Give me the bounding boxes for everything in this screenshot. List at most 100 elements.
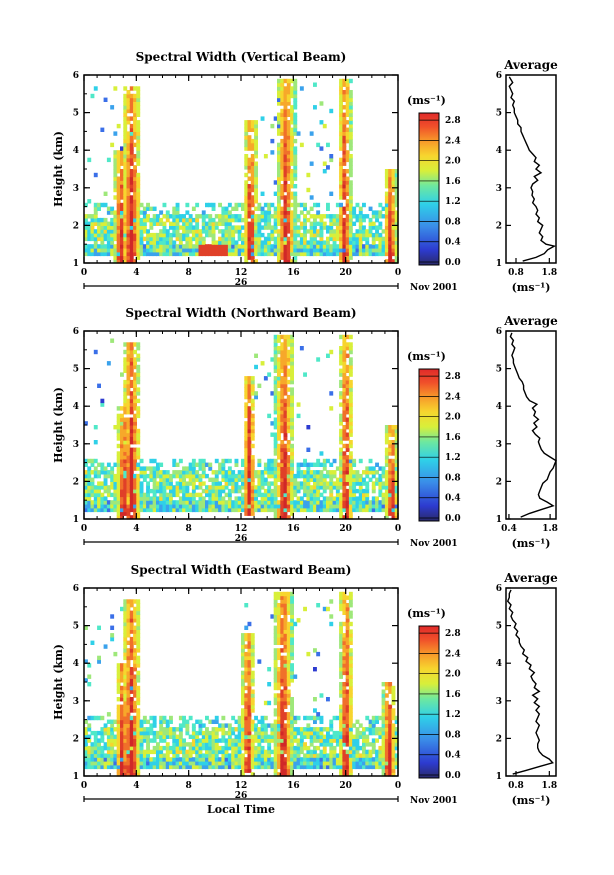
heatmap-cell — [309, 462, 314, 467]
heatmap-cell — [241, 708, 245, 713]
heatmap-cell — [120, 742, 124, 747]
heatmap-cell — [182, 470, 186, 475]
heatmap-cell — [241, 462, 245, 467]
heatmap-cell — [286, 417, 291, 422]
heatmap-cell — [146, 492, 150, 498]
heatmap-cell — [231, 240, 236, 245]
heatmap-cell — [384, 496, 389, 501]
heatmap-cell — [250, 470, 255, 475]
heatmap-cell — [172, 745, 177, 751]
heatmap-cell — [342, 146, 347, 151]
heatmap-cell — [352, 485, 357, 490]
heatmap-cell — [273, 406, 278, 411]
heatmap-cell — [280, 447, 285, 452]
heatmap-cell — [391, 477, 396, 482]
heatmap-cell — [283, 101, 288, 106]
heatmap-cell — [185, 236, 190, 242]
heatmap-cell — [280, 146, 285, 151]
heatmap-cell — [283, 507, 288, 513]
heatmap-cell — [384, 248, 389, 253]
heatmap-cell — [191, 738, 196, 743]
heatmap-cell — [165, 745, 170, 751]
heatmap-cell — [283, 462, 288, 467]
heatmap-cell — [221, 496, 226, 501]
heatmap-cell — [182, 492, 186, 498]
heatmap-cell — [146, 240, 150, 245]
heatmap-cell — [172, 485, 177, 490]
heatmap-cell — [97, 625, 101, 630]
heatmap-cell — [293, 214, 298, 219]
heatmap-cell — [198, 496, 203, 501]
heatmap-cell — [277, 428, 281, 434]
heatmap-cell — [394, 485, 399, 490]
heatmap-cell — [162, 734, 167, 739]
heatmap-cell — [97, 232, 101, 238]
heatmap-cell — [136, 719, 141, 724]
heatmap-cell — [283, 421, 288, 426]
heatmap-cell — [303, 251, 307, 257]
heatmap-cell — [218, 485, 222, 490]
heatmap-cell — [110, 719, 115, 724]
heatmap-cell — [195, 738, 200, 743]
heatmap-cell — [244, 636, 249, 642]
heatmap-cell — [221, 730, 226, 736]
heatmap-cell — [362, 470, 366, 475]
heatmap-cell — [368, 504, 373, 509]
heatmap-cell — [116, 150, 121, 155]
heatmap-cell — [260, 232, 265, 238]
heatmap-cell — [201, 458, 206, 464]
heatmap-cell — [126, 606, 131, 612]
heatmap-cell — [136, 236, 141, 242]
heatmap-cell — [309, 206, 314, 211]
heatmap-cell — [362, 232, 366, 238]
heatmap-cell — [267, 723, 272, 728]
heatmap-cell — [326, 470, 330, 475]
heatmap-cell — [296, 730, 301, 736]
heatmap-cell — [123, 161, 128, 166]
heatmap-cell — [172, 244, 177, 249]
heatmap-cell — [250, 462, 255, 467]
heatmap-cell — [277, 723, 281, 728]
heatmap-cell — [106, 745, 111, 751]
heatmap-cell — [296, 462, 301, 467]
heatmap-cell — [90, 462, 95, 467]
heatmap-cell — [277, 685, 281, 691]
heatmap-cell — [342, 462, 347, 467]
heatmap-cell — [273, 504, 278, 509]
heatmap-cell — [234, 496, 239, 501]
heatmap-cell — [110, 745, 115, 751]
heatmap-cell — [280, 757, 285, 762]
heatmap-cell — [388, 462, 393, 467]
heatmap-cell — [178, 730, 183, 736]
heatmap-cell — [120, 236, 124, 242]
heatmap-cell — [286, 723, 291, 728]
heatmap-cell — [103, 202, 108, 208]
heatmap-cell — [182, 251, 186, 257]
heatmap-cell — [348, 187, 353, 193]
heatmap-cell — [254, 470, 258, 475]
heatmap-cell — [355, 248, 360, 253]
heatmap-cell — [182, 477, 186, 482]
heatmap-cell — [123, 640, 128, 645]
heatmap-cell — [142, 470, 147, 475]
heatmap-cell — [342, 135, 347, 140]
x-tick-label: 0 — [395, 524, 401, 534]
heatmap-cell — [254, 500, 258, 505]
heatmap-cell — [319, 221, 324, 226]
heatmap-cell — [195, 764, 200, 770]
heatmap-cell — [231, 749, 236, 755]
heatmap-cell — [237, 470, 242, 475]
heatmap-cell — [126, 376, 131, 381]
heatmap-cell — [224, 485, 229, 490]
heatmap-cell — [218, 240, 222, 245]
heatmap-cell — [116, 704, 121, 709]
heatmap-cell — [378, 488, 383, 494]
heatmap-cell — [136, 753, 141, 758]
heatmap-cell — [201, 730, 206, 736]
heatmap-cell — [250, 425, 255, 430]
heatmap-cell — [136, 515, 141, 520]
heatmap-cell — [290, 86, 294, 91]
heatmap-cell — [273, 432, 278, 437]
heatmap-cell — [159, 217, 164, 223]
heatmap-cell — [152, 470, 157, 475]
